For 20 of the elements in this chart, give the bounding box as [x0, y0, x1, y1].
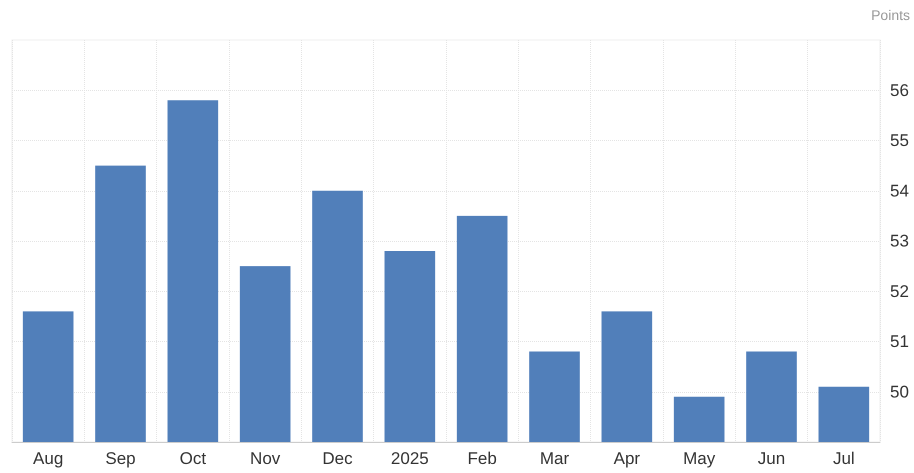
- y-tick-label: 54: [890, 181, 909, 200]
- x-tick-label: Oct: [180, 449, 206, 468]
- x-tick-label: Dec: [322, 449, 354, 468]
- x-tick-label: Feb: [468, 449, 497, 468]
- y-axis-title: Points: [871, 7, 910, 23]
- x-tick-label: 2025: [390, 449, 429, 468]
- y-tick-label: 56: [890, 80, 909, 100]
- x-tick-label: Apr: [614, 449, 640, 468]
- x-tick-label: Sep: [105, 449, 136, 468]
- y-tick-label: 55: [890, 131, 909, 150]
- y-tick-label: 52: [890, 282, 909, 301]
- y-tick-label: 53: [890, 232, 909, 250]
- x-tick-label: Mar: [540, 449, 570, 468]
- x-tick-label: Aug: [33, 449, 64, 468]
- y-tick-label: 51: [890, 332, 909, 351]
- x-tick-label: Jun: [758, 449, 786, 468]
- x-tick-label: Jul: [832, 449, 855, 468]
- y-tick-label: 50: [890, 382, 909, 402]
- x-tick-label: Nov: [250, 449, 281, 468]
- x-tick-label: May: [683, 449, 716, 468]
